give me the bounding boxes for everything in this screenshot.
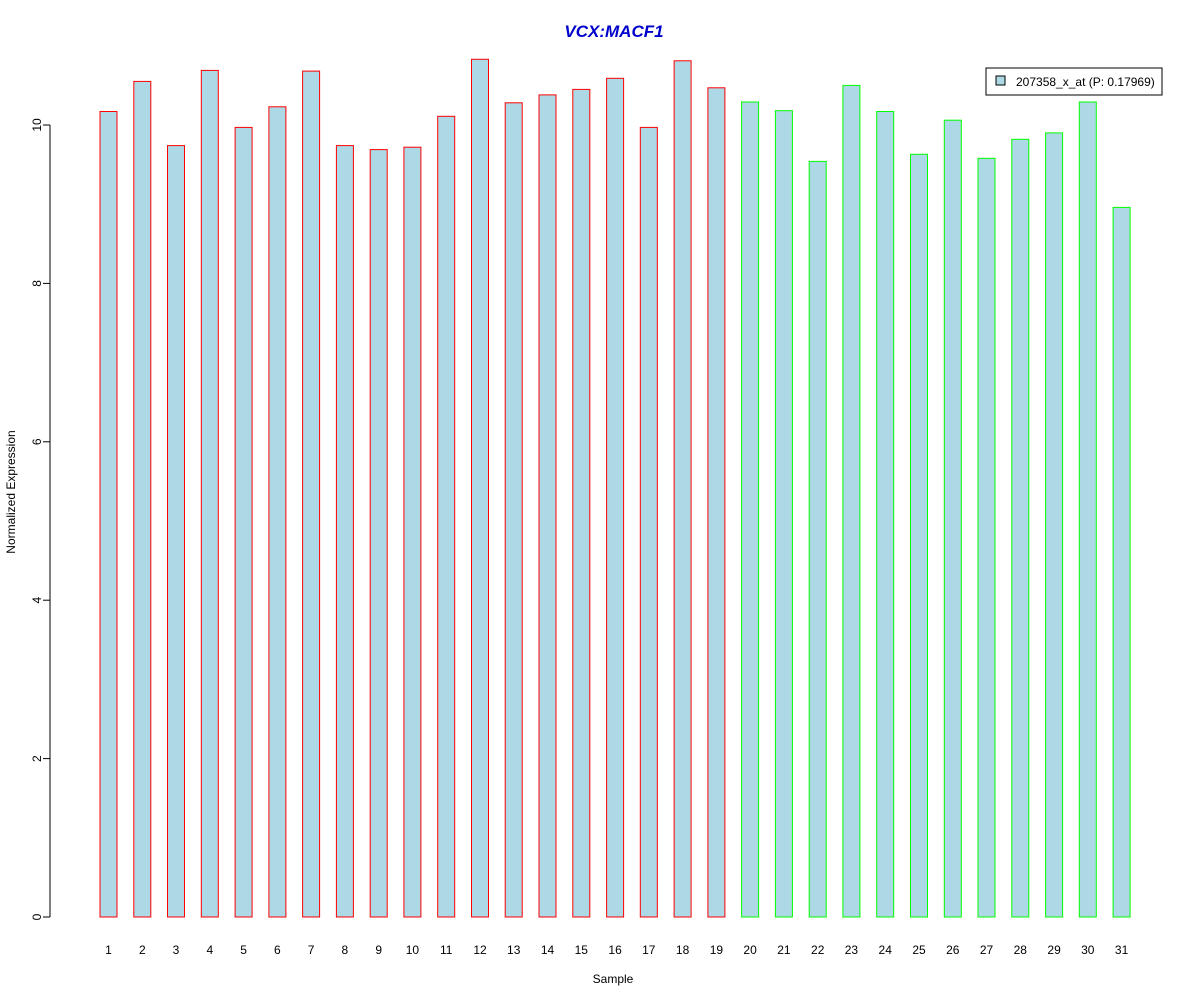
y-axis: 0 2 4 6 8 10	[30, 118, 51, 920]
x-tick-label: 8	[342, 943, 349, 957]
legend-swatch	[995, 75, 1006, 86]
bar	[1078, 101, 1097, 918]
bar	[774, 110, 793, 918]
bar	[1011, 138, 1030, 918]
x-tick-label: 15	[575, 943, 589, 957]
bar	[977, 157, 996, 918]
x-tick-label: 11	[440, 943, 453, 957]
bar	[1045, 132, 1064, 918]
x-tick-labels: 1 2 3 4 5 6 7 8 9 10 11 12 13 14 15 16 17 18 19 20 21 22 23 24 2…	[105, 943, 1128, 957]
x-tick-label: 4	[206, 943, 213, 957]
bar	[200, 69, 219, 918]
x-tick-label: 22	[811, 943, 825, 957]
bar	[808, 160, 827, 918]
y-tick-label: 6	[30, 438, 44, 445]
bar	[606, 77, 625, 918]
x-tick-label: 7	[308, 943, 315, 957]
bar	[741, 101, 760, 918]
bar	[335, 145, 354, 918]
bar	[268, 106, 287, 918]
y-tick-label: 4	[30, 597, 44, 604]
chart-title: VCX:MACF1	[564, 22, 663, 41]
x-tick-label: 27	[980, 943, 994, 957]
x-tick-label: 14	[541, 943, 555, 957]
bar	[302, 70, 321, 918]
bars	[99, 58, 1131, 918]
x-tick-label: 10	[406, 943, 420, 957]
x-tick-label: 24	[879, 943, 893, 957]
x-tick-label: 26	[946, 943, 960, 957]
bar	[99, 111, 118, 918]
bar	[842, 84, 861, 918]
bar	[403, 146, 422, 918]
x-tick-label: 2	[139, 943, 146, 957]
legend-box	[985, 67, 1163, 96]
x-tick-label: 23	[845, 943, 859, 957]
bar	[572, 88, 591, 918]
x-tick-label: 17	[642, 943, 656, 957]
legend: 207358_x_at (P: 0.17969)	[985, 67, 1163, 96]
bar	[369, 149, 388, 918]
x-tick-label: 30	[1081, 943, 1095, 957]
y-tick-label: 0	[30, 913, 44, 920]
x-tick-label: 18	[676, 943, 690, 957]
x-tick-label: 5	[240, 943, 247, 957]
bar	[910, 153, 928, 918]
x-tick-label: 28	[1014, 943, 1028, 957]
bar	[673, 60, 692, 918]
x-tick-label: 16	[608, 943, 622, 957]
bar	[943, 119, 962, 918]
y-tick-label: 2	[30, 755, 44, 762]
bar	[133, 80, 152, 918]
y-tick-label: 8	[30, 280, 44, 287]
x-tick-label: 3	[173, 943, 180, 957]
bar	[1112, 206, 1131, 918]
bar	[234, 126, 253, 918]
bar	[707, 87, 726, 918]
x-tick-label: 25	[912, 943, 926, 957]
bar	[504, 102, 523, 918]
bar	[437, 115, 456, 918]
x-tick-label: 6	[274, 943, 281, 957]
bar	[876, 111, 895, 918]
x-tick-label: 19	[710, 943, 724, 957]
x-tick-label: 21	[777, 943, 791, 957]
y-axis-title: Normalized Expression	[4, 430, 18, 553]
x-tick-label: 31	[1115, 943, 1129, 957]
x-tick-label: 12	[473, 943, 487, 957]
x-tick-label: 20	[743, 943, 757, 957]
x-tick-label: 13	[507, 943, 521, 957]
x-tick-label: 29	[1047, 943, 1061, 957]
legend-label: 207358_x_at (P: 0.17969)	[1016, 75, 1155, 89]
bar	[471, 58, 489, 918]
bar	[639, 126, 658, 918]
x-axis-title: Sample	[593, 972, 634, 986]
y-tick-label: 10	[30, 118, 44, 132]
x-tick-label: 9	[375, 943, 382, 957]
bar	[167, 145, 185, 918]
x-tick-label: 1	[105, 943, 112, 957]
bar	[538, 94, 557, 918]
